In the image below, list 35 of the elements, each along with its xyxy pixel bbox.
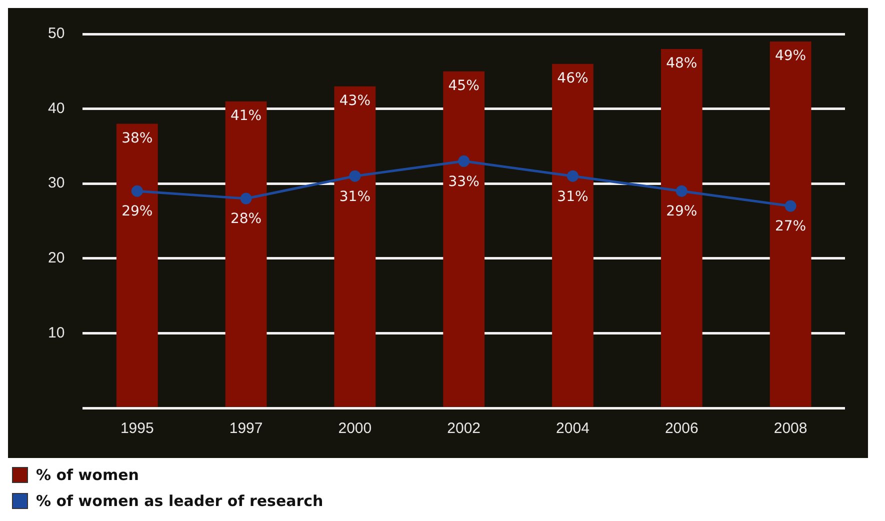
data-label: 38% — [122, 130, 153, 146]
data-label: 45% — [448, 78, 480, 94]
point — [784, 200, 796, 212]
x-tick-label: 2002 — [447, 420, 481, 438]
data-label: 29% — [122, 204, 153, 220]
y-tick-label: 30 — [48, 174, 65, 192]
x-tick-label: 2000 — [338, 420, 372, 438]
point — [131, 185, 143, 197]
point — [458, 155, 470, 167]
point — [240, 192, 252, 204]
point — [676, 185, 688, 197]
y-tick-label: 10 — [48, 324, 65, 342]
data-label: 31% — [557, 188, 588, 205]
data-label: 31% — [339, 188, 371, 205]
y-tick-label: 40 — [48, 100, 65, 117]
data-label: 27% — [774, 218, 806, 235]
data-label: 29% — [666, 204, 698, 220]
legend-label: % of women — [36, 466, 139, 484]
x-tick-label: 1995 — [120, 420, 154, 438]
data-label: 49% — [774, 48, 806, 64]
data-label: 48% — [666, 56, 698, 72]
x-tick-label: 2008 — [774, 420, 808, 438]
y-tick-label: 20 — [48, 250, 65, 267]
data-label: 43% — [339, 93, 371, 109]
legend-label: % of women as leader of research — [36, 492, 324, 510]
x-tick-label: 2006 — [664, 420, 698, 438]
y-tick-label: 50 — [48, 25, 65, 42]
x-tick-label: 1997 — [229, 420, 263, 438]
data-label: 41% — [230, 108, 262, 124]
point — [566, 170, 578, 182]
point — [349, 170, 361, 182]
data-label: 33% — [448, 174, 480, 190]
data-label: 28% — [230, 211, 262, 228]
x-tick-label: 2004 — [556, 420, 590, 438]
data-label: 46% — [557, 70, 588, 87]
